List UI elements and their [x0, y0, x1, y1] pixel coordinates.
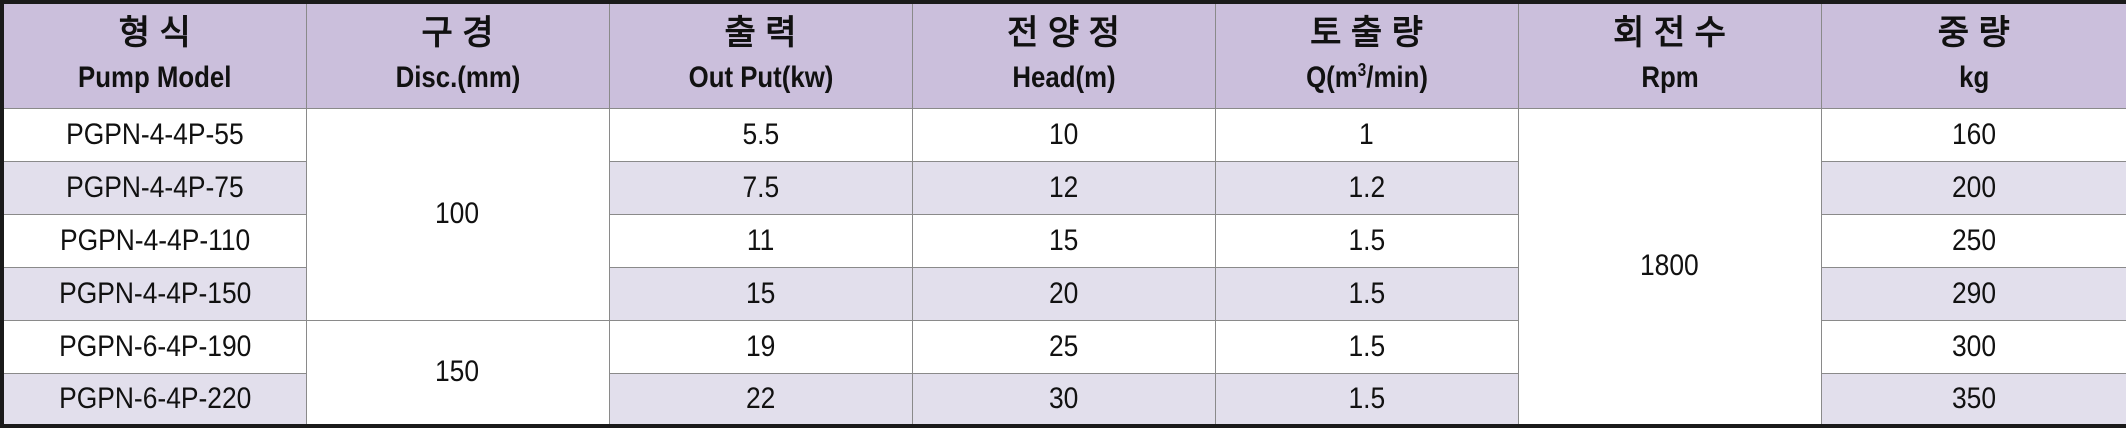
table-row: PGPN-6-4P-220 22 30 1.5 350 — [1, 372, 2126, 427]
model-text: PGPN-4-4P-55 — [65, 117, 244, 151]
model-cell: PGPN-4-4P-75 — [1, 160, 307, 215]
flow-text: 1.5 — [1348, 223, 1385, 257]
model-cell: PGPN-4-4P-55 — [1, 107, 307, 162]
rpm-cell: 1800 — [1517, 107, 1822, 427]
header-output: 출 력 Out Put(kw) — [608, 1, 913, 109]
model-text: PGPN-4-4P-75 — [65, 170, 244, 204]
header-flow-en-sup: 3 — [1357, 59, 1366, 80]
model-cell: PGPN-6-4P-190 — [1, 319, 307, 374]
flow-text: 1.2 — [1348, 170, 1385, 204]
model-text: PGPN-6-4P-190 — [58, 329, 251, 363]
header-disc: 구 경 Disc.(mm) — [305, 1, 610, 109]
head-text: 15 — [1048, 223, 1079, 257]
table-row: PGPN-4-4P-110 11 15 1.5 250 — [1, 213, 2126, 268]
header-disc-kr: 구 경 — [421, 13, 494, 52]
header-output-en: Out Put(kw) — [688, 60, 833, 94]
flow-cell: 1.5 — [1214, 266, 1519, 321]
output-text: 11 — [746, 223, 775, 257]
weight-cell: 160 — [1820, 107, 2126, 162]
flow-cell: 1.2 — [1214, 160, 1519, 215]
header-head-en: Head(m) — [1011, 60, 1116, 94]
weight-text: 290 — [1951, 276, 1996, 310]
output-cell: 22 — [608, 372, 913, 427]
output-text: 22 — [745, 381, 776, 415]
weight-text: 200 — [1951, 170, 1996, 204]
model-text: PGPN-4-4P-150 — [58, 276, 251, 310]
disc-cell-150: 150 — [305, 319, 610, 427]
flow-cell: 1.5 — [1214, 372, 1519, 427]
table-row: PGPN-6-4P-190 150 19 25 1.5 300 — [1, 319, 2126, 427]
head-cell: 10 — [911, 107, 1216, 162]
header-weight: 중 량 kg — [1820, 1, 2126, 109]
weight-text: 160 — [1951, 117, 1996, 151]
model-cell: PGPN-4-4P-150 — [1, 266, 307, 321]
header-flow: 토 출 량 Q(m3/min) — [1214, 1, 1519, 109]
weight-cell: 350 — [1820, 372, 2126, 427]
table-row: PGPN-4-4P-150 15 20 1.5 290 — [1, 266, 2126, 321]
head-text: 20 — [1048, 276, 1079, 310]
head-cell: 20 — [911, 266, 1216, 321]
output-text: 5.5 — [742, 117, 779, 151]
head-cell: 25 — [911, 319, 1216, 374]
header-rpm-kr: 회 전 수 — [1613, 13, 1726, 52]
output-text: 19 — [745, 329, 776, 363]
weight-text: 300 — [1951, 329, 1996, 363]
weight-text: 350 — [1951, 381, 1996, 415]
output-text: 7.5 — [742, 170, 779, 204]
flow-text: 1.5 — [1348, 276, 1385, 310]
weight-text: 250 — [1951, 223, 1996, 257]
header-disc-en: Disc.(mm) — [395, 60, 520, 94]
header-flow-kr: 토 출 량 — [1310, 13, 1423, 52]
head-cell: 12 — [911, 160, 1216, 215]
head-text: 12 — [1048, 170, 1079, 204]
disc-cell-100: 100 — [305, 107, 610, 321]
header-flow-en-pre: Q(m — [1305, 60, 1358, 94]
weight-cell: 250 — [1820, 213, 2126, 268]
rpm-text: 1800 — [1640, 249, 1699, 283]
disc-text: 100 — [435, 197, 480, 230]
head-text: 30 — [1048, 381, 1079, 415]
header-flow-en: Q(m3/min) — [1237, 55, 1497, 101]
output-cell: 19 — [608, 319, 913, 374]
model-cell: PGPN-6-4P-220 — [1, 372, 307, 427]
head-text: 25 — [1048, 329, 1079, 363]
weight-cell: 200 — [1820, 160, 2126, 215]
output-cell: 7.5 — [608, 160, 913, 215]
header-rpm: 회 전 수 Rpm — [1517, 1, 1822, 109]
disc-text: 150 — [435, 355, 480, 389]
header-model-kr: 형 식 — [118, 13, 191, 52]
header-model-en: Pump Model — [78, 60, 232, 94]
header-head: 전 양 정 Head(m) — [911, 1, 1216, 109]
header-row: 형 식 Pump Model 구 경 Disc.(mm) 출 력 Out Put… — [1, 1, 2126, 109]
header-rpm-en: Rpm — [1640, 60, 1699, 94]
model-cell: PGPN-4-4P-110 — [1, 213, 307, 268]
flow-cell: 1.5 — [1214, 213, 1519, 268]
flow-cell: 1 — [1214, 107, 1519, 162]
weight-cell: 300 — [1820, 319, 2126, 374]
flow-text: 1 — [1359, 117, 1374, 151]
head-cell: 15 — [911, 213, 1216, 268]
flow-text: 1.5 — [1348, 381, 1385, 415]
model-text: PGPN-4-4P-110 — [59, 223, 250, 257]
output-cell: 11 — [608, 213, 913, 268]
table-row: PGPN-4-4P-55 100 5.5 10 1 1800 160 — [1, 107, 2126, 427]
head-text: 10 — [1048, 117, 1079, 151]
header-output-kr: 출 력 — [724, 13, 797, 52]
header-head-kr: 전 양 정 — [1007, 13, 1120, 52]
output-cell: 5.5 — [608, 107, 913, 162]
table-row: PGPN-4-4P-75 7.5 12 1.2 200 — [1, 160, 2126, 215]
model-text: PGPN-6-4P-220 — [58, 381, 251, 415]
header-weight-kr: 중 량 — [1937, 13, 2010, 52]
header-weight-en: kg — [1958, 60, 1989, 94]
flow-text: 1.5 — [1348, 329, 1385, 363]
output-text: 15 — [745, 276, 776, 310]
flow-cell: 1.5 — [1214, 319, 1519, 374]
header-model: 형 식 Pump Model — [1, 1, 307, 109]
head-cell: 30 — [911, 372, 1216, 427]
weight-cell: 290 — [1820, 266, 2126, 321]
header-flow-en-post: /min) — [1365, 60, 1428, 94]
output-cell: 15 — [608, 266, 913, 321]
